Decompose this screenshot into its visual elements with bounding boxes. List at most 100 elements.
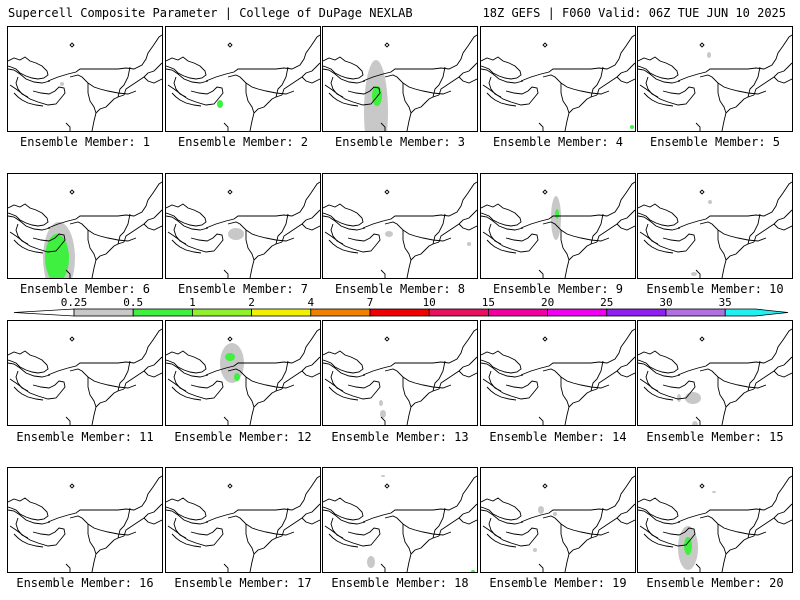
map-boundary-line [590, 213, 604, 245]
map-boundary-line [205, 475, 320, 523]
station-marker [227, 336, 233, 342]
scp-area-gray [692, 421, 698, 425]
member-label: Ensemble Member: 15 [646, 430, 784, 444]
map-boundary-line [568, 94, 598, 114]
map-boundary-line [542, 515, 610, 536]
colorbar-level-label: 0.25 [61, 296, 88, 309]
ensemble-member-map [7, 26, 163, 132]
map-boundary-line [328, 239, 359, 254]
map-boundary-line [410, 388, 440, 408]
map-boundary-line [482, 525, 539, 547]
map-boundary-line [616, 370, 635, 378]
map-boundary-line [117, 507, 131, 539]
map-boundary-line [328, 533, 359, 548]
map-boundary-line [773, 223, 792, 231]
map-boundary-line [616, 223, 635, 231]
map-boundary-line [616, 517, 635, 525]
map-boundary-line [8, 497, 49, 521]
map-boundary-line [717, 377, 727, 425]
map-boundary-line [87, 83, 97, 131]
station-marker [69, 483, 75, 489]
scp-area-gray [533, 548, 537, 552]
map-boundary-line [328, 386, 359, 401]
map-boundary-line [47, 34, 162, 82]
map-boundary-line [481, 509, 524, 525]
map-boundary-line [639, 231, 696, 253]
map-boundary-line [171, 239, 202, 254]
base-map [8, 328, 162, 425]
map-boundary-line [275, 66, 289, 98]
map-boundary-line [87, 524, 97, 572]
map-boundary-line [301, 223, 320, 231]
map-boundary-line [275, 213, 289, 245]
map-boundary-line [747, 507, 761, 539]
map-boundary-line [482, 231, 539, 253]
map-boundary-line [560, 83, 570, 131]
map-boundary-line [223, 269, 229, 278]
map-boundary-line [362, 34, 477, 82]
map-boundary-line [677, 475, 792, 523]
colorbar-swatch [132, 308, 193, 317]
map-boundary-line [643, 533, 674, 548]
map-boundary-line [538, 416, 544, 425]
member-label: Ensemble Member: 1 [19, 135, 151, 149]
colorbar-swatch [428, 308, 489, 317]
colorbar-swatch [310, 308, 371, 317]
member-label: Ensemble Member: 19 [489, 576, 627, 590]
base-map [166, 34, 320, 131]
base-map [638, 328, 792, 425]
map-boundary-line [301, 76, 320, 84]
member-label: Ensemble Member: 12 [174, 430, 312, 444]
map-boundary-line [166, 509, 209, 525]
map-boundary-line [166, 215, 209, 231]
map-boundary-line [95, 388, 125, 408]
member-label: Ensemble Member: 16 [16, 576, 154, 590]
base-map [481, 475, 635, 572]
base-map [481, 34, 635, 131]
member-label: Ensemble Member: 14 [489, 430, 627, 444]
colorbar-level-label: 7 [367, 296, 374, 309]
map-boundary-line [65, 269, 71, 278]
map-boundary-line [773, 76, 792, 84]
station-marker [699, 483, 705, 489]
map-boundary-line [717, 230, 727, 278]
map-boundary-line [69, 221, 137, 242]
map-boundary-line [481, 56, 522, 80]
ensemble-member-map [322, 467, 478, 573]
member-label: Ensemble Member: 10 [646, 282, 784, 296]
map-boundary-line [699, 515, 767, 536]
map-boundary-line [8, 203, 49, 227]
map-boundary-line [410, 535, 440, 555]
station-marker [542, 42, 548, 48]
member-label: Ensemble Member: 8 [334, 282, 466, 296]
map-boundary-line [167, 525, 224, 547]
map-boundary-line [725, 388, 755, 408]
map-boundary-line [590, 507, 604, 539]
ensemble-member-map [480, 320, 636, 426]
map-boundary-line [253, 388, 283, 408]
station-marker [542, 189, 548, 195]
ensemble-member-map [7, 173, 163, 279]
map-boundary-line [324, 378, 381, 400]
scp-area-gray [367, 556, 375, 568]
scp-area-green [471, 570, 475, 572]
station-marker [542, 336, 548, 342]
station-marker [227, 189, 233, 195]
map-boundary-line [458, 370, 477, 378]
map-boundary-line [8, 56, 49, 80]
map-boundary-line [380, 269, 386, 278]
map-boundary-line [223, 122, 229, 131]
colorbar-swatch [665, 308, 726, 317]
map-boundary-line [590, 66, 604, 98]
map-boundary-line [432, 360, 446, 392]
map-boundary-line [568, 388, 598, 408]
colorbar-swatch [606, 308, 667, 317]
member-label: Ensemble Member: 4 [492, 135, 624, 149]
map-boundary-line [143, 223, 162, 231]
map-boundary-line [432, 213, 446, 245]
map-boundary-line [205, 34, 320, 82]
map-boundary-line [69, 515, 137, 536]
station-marker [69, 189, 75, 195]
member-label: Ensemble Member: 6 [19, 282, 151, 296]
map-boundary-line [699, 368, 767, 389]
